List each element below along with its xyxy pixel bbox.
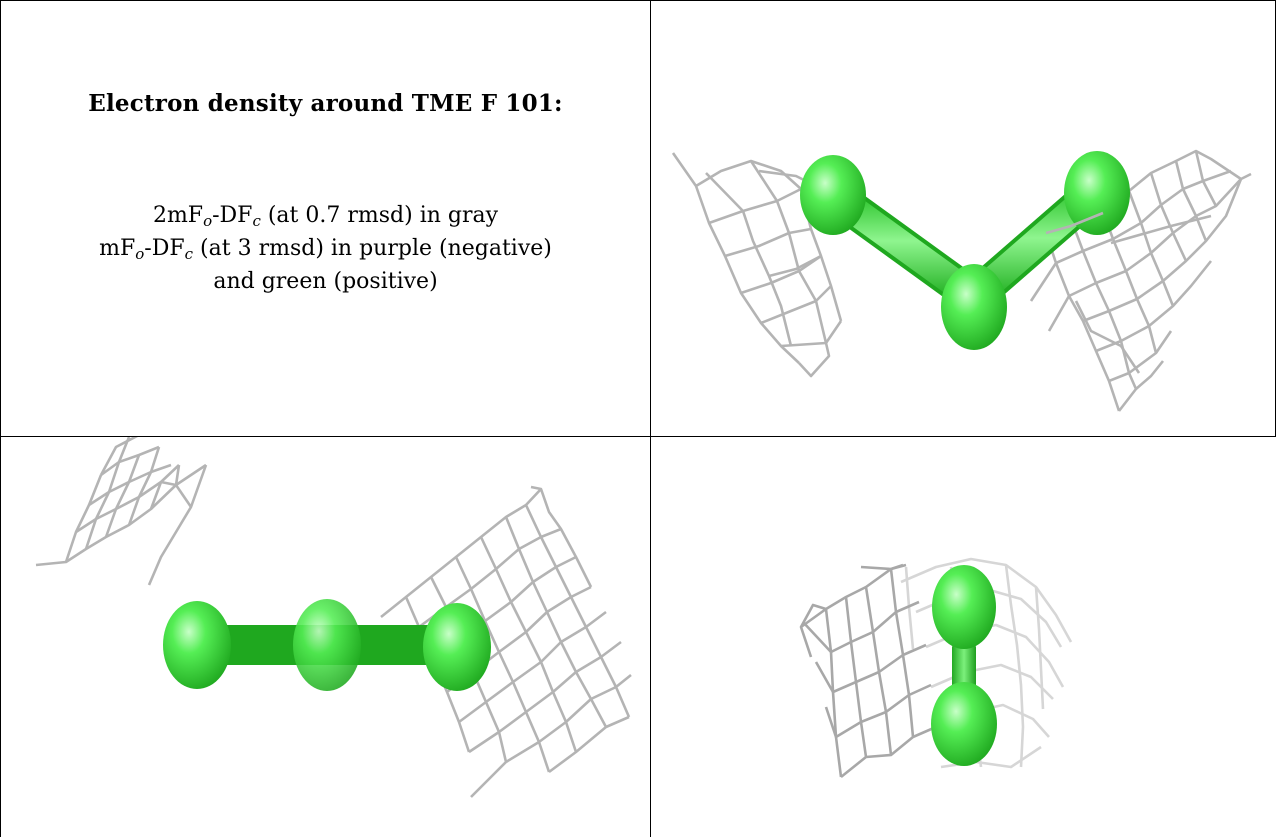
density-render-top-right: [671, 149, 1252, 412]
view-top-right: [651, 1, 1275, 436]
figure-title: Electron density around TME F 101:: [88, 90, 563, 117]
density-mesh-dark: [799, 563, 937, 779]
ligand-atoms: [800, 151, 1130, 350]
density-mesh-right: [1020, 149, 1252, 412]
caption-cell: Electron density around TME F 101: 2mFo-…: [1, 1, 650, 436]
density-mesh-left: [671, 152, 843, 378]
ligand-atoms: [163, 599, 491, 691]
table-border-top: [0, 0, 1276, 1]
legend-line-mfo-dfc: mFo-DFc (at 3 rmsd) in purple (negative): [99, 236, 552, 263]
legend-line-green: and green (positive): [213, 269, 438, 294]
density-mesh-overlay: [1045, 211, 1104, 235]
table-border-middle: [650, 0, 651, 837]
table-border-row: [0, 436, 1276, 437]
legend-description: 2mFo-DFc (at 0.7 rmsd) in gray mFo-DFc (…: [99, 199, 552, 298]
legend-line-2mfo-dfc: 2mFo-DFc (at 0.7 rmsd) in gray: [152, 203, 499, 230]
view-bottom-left: [1, 437, 650, 837]
density-render-bottom-left: [35, 437, 632, 798]
table-border-left: [0, 0, 1, 837]
density-render-bottom-right: [799, 557, 1073, 779]
view-bottom-right: [651, 437, 1276, 837]
ligand-atoms: [931, 565, 997, 766]
density-mesh-upper-left: [35, 437, 208, 586]
